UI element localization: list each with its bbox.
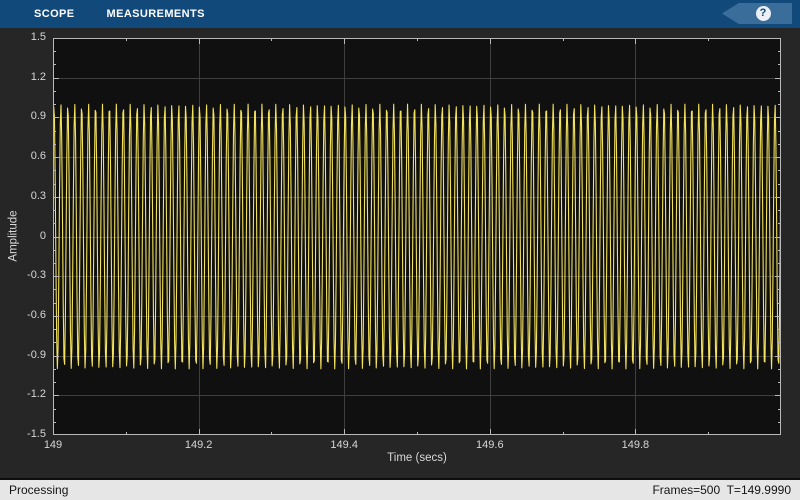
y-tick-label: 0.6 bbox=[30, 150, 46, 163]
y-tick-label: -1.5 bbox=[27, 428, 46, 440]
y-tick-label: -1.2 bbox=[27, 388, 46, 401]
y-tick-label: -0.3 bbox=[27, 269, 46, 282]
frames-time-readout: Frames=500 T=149.9990 bbox=[652, 483, 791, 497]
x-tick-label: 149.8 bbox=[621, 439, 650, 451]
y-tick-label: -0.9 bbox=[27, 348, 46, 361]
x-tick-label: 149 bbox=[43, 439, 63, 451]
x-tick-label: 149.6 bbox=[476, 439, 504, 451]
y-tick-label: 0.3 bbox=[30, 189, 46, 202]
status-bar: Processing Frames=500 T=149.9990 bbox=[0, 478, 800, 500]
x-tick-label: 149.4 bbox=[330, 439, 358, 451]
tab-scope[interactable]: SCOPE bbox=[34, 8, 75, 20]
scope-plot-area[interactable] bbox=[53, 38, 781, 435]
processing-status: Processing bbox=[9, 483, 69, 497]
x-axis-label: Time (secs) bbox=[387, 452, 447, 464]
tab-measurements[interactable]: MEASUREMENTS bbox=[106, 8, 205, 20]
signal-trace bbox=[53, 103, 781, 370]
x-tick-label: 149.2 bbox=[184, 439, 213, 451]
help-button[interactable]: ? bbox=[722, 3, 792, 24]
plot-background bbox=[53, 38, 781, 435]
y-tick-label: 0.9 bbox=[30, 110, 46, 123]
help-icon: ? bbox=[755, 6, 771, 21]
y-tick-label: 1.2 bbox=[30, 70, 46, 83]
y-tick-label: 0 bbox=[39, 229, 46, 242]
y-tick-label: 1.5 bbox=[30, 31, 46, 43]
y-tick-label: -0.6 bbox=[27, 308, 46, 321]
toolstrip: SCOPE MEASUREMENTS ? bbox=[0, 0, 800, 28]
plot-border bbox=[53, 38, 781, 435]
